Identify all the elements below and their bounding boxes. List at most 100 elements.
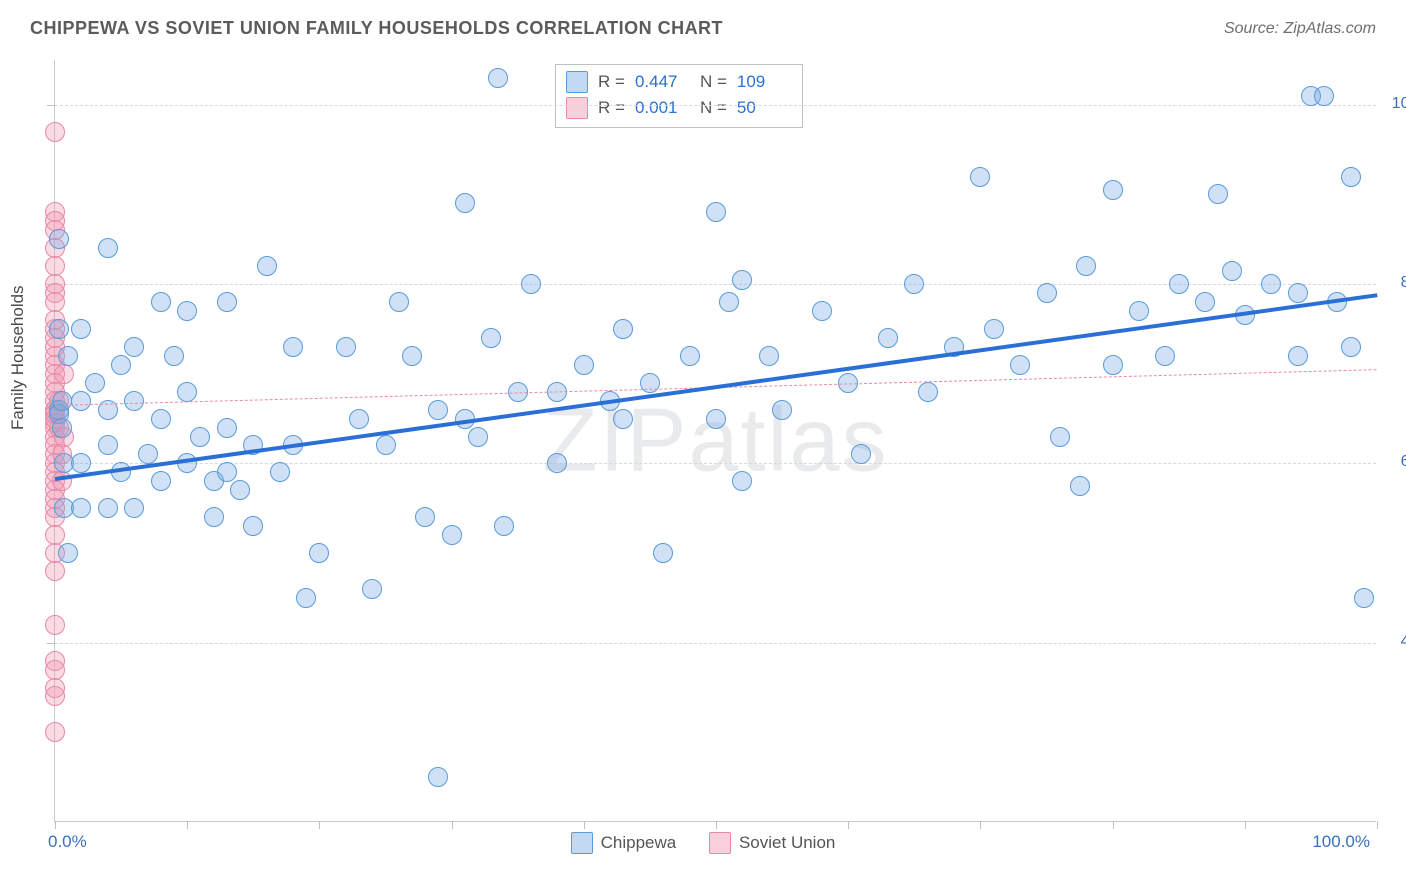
scatter-point-blue [58,346,78,366]
y-tick-label: 60.0% [1386,453,1406,471]
scatter-point-blue [376,435,396,455]
scatter-point-blue [904,274,924,294]
y-tick-label: 80.0% [1386,274,1406,292]
scatter-point-blue [71,453,91,473]
scatter-point-blue [309,543,329,563]
scatter-point-blue [1050,427,1070,447]
x-tick [716,821,717,829]
chart-title: CHIPPEWA VS SOVIET UNION FAMILY HOUSEHOL… [30,18,723,39]
scatter-point-blue [1341,167,1361,187]
scatter-point-blue [759,346,779,366]
scatter-point-blue [719,292,739,312]
x-tick [1113,821,1114,829]
y-tick-label: 40.0% [1386,633,1406,651]
x-tick [187,821,188,829]
scatter-point-blue [984,319,1004,339]
blue-trend-line [55,293,1378,481]
scatter-point-blue [494,516,514,536]
scatter-point-pink [45,615,65,635]
header-row: CHIPPEWA VS SOVIET UNION FAMILY HOUSEHOL… [30,18,1376,39]
scatter-point-blue [230,480,250,500]
scatter-point-blue [812,301,832,321]
scatter-point-blue [1222,261,1242,281]
x-tick [55,821,56,829]
gridline [55,463,1376,464]
scatter-point-blue [98,435,118,455]
scatter-point-blue [1129,301,1149,321]
scatter-point-blue [1341,337,1361,357]
scatter-point-blue [1208,184,1228,204]
scatter-point-blue [680,346,700,366]
scatter-point-blue [1037,283,1057,303]
series-legend: Chippewa Soviet Union [0,832,1406,859]
plot-area: ZIPatlas R = 0.447 N = 109 R = 0.001 N =… [54,60,1376,822]
x-tick [848,821,849,829]
scatter-point-blue [71,498,91,518]
scatter-point-blue [918,382,938,402]
n-label: N = [700,98,727,118]
n-value-pink: 50 [737,98,792,118]
x-tick [1245,821,1246,829]
scatter-point-blue [772,400,792,420]
scatter-point-blue [85,373,105,393]
scatter-point-blue [878,328,898,348]
scatter-point-blue [217,462,237,482]
scatter-point-blue [296,588,316,608]
x-tick [319,821,320,829]
scatter-point-blue [1076,256,1096,276]
x-tick [452,821,453,829]
x-tick [1377,821,1378,829]
scatter-point-pink [45,722,65,742]
scatter-point-blue [243,516,263,536]
scatter-point-blue [1288,283,1308,303]
scatter-point-blue [1314,86,1334,106]
r-label: R = [598,72,625,92]
scatter-point-blue [851,444,871,464]
gridline [55,105,1376,106]
scatter-point-blue [970,167,990,187]
scatter-point-blue [1354,588,1374,608]
scatter-point-blue [468,427,488,447]
scatter-point-blue [1070,476,1090,496]
scatter-point-blue [1288,346,1308,366]
gridline [55,643,1376,644]
scatter-point-blue [547,453,567,473]
legend-swatch-pink [566,97,588,119]
r-value-blue: 0.447 [635,72,690,92]
scatter-point-blue [177,301,197,321]
scatter-point-blue [521,274,541,294]
scatter-point-blue [138,444,158,464]
scatter-point-blue [613,319,633,339]
scatter-point-blue [613,409,633,429]
scatter-point-blue [1195,292,1215,312]
scatter-point-pink [45,686,65,706]
scatter-point-blue [257,256,277,276]
stat-legend-row-blue: R = 0.447 N = 109 [566,69,792,95]
y-axis-title: Family Households [8,285,28,430]
y-tick-label: 100.0% [1386,95,1406,113]
scatter-point-blue [151,471,171,491]
n-value-blue: 109 [737,72,792,92]
scatter-point-blue [1103,355,1123,375]
stat-legend: R = 0.447 N = 109 R = 0.001 N = 50 [555,64,803,128]
scatter-point-blue [164,346,184,366]
scatter-point-blue [442,525,462,545]
r-value-pink: 0.001 [635,98,690,118]
scatter-point-blue [98,498,118,518]
legend-swatch-blue [566,71,588,93]
scatter-point-blue [1155,346,1175,366]
scatter-point-blue [270,462,290,482]
scatter-point-blue [706,202,726,222]
scatter-point-blue [71,319,91,339]
series-label-blue: Chippewa [601,833,677,853]
chart-container: CHIPPEWA VS SOVIET UNION FAMILY HOUSEHOL… [0,0,1406,892]
scatter-point-blue [349,409,369,429]
scatter-point-blue [124,498,144,518]
scatter-point-blue [389,292,409,312]
scatter-point-blue [151,292,171,312]
scatter-point-blue [402,346,422,366]
scatter-point-blue [428,400,448,420]
scatter-point-blue [177,382,197,402]
series-legend-pink: Soviet Union [709,832,835,854]
scatter-point-blue [732,471,752,491]
